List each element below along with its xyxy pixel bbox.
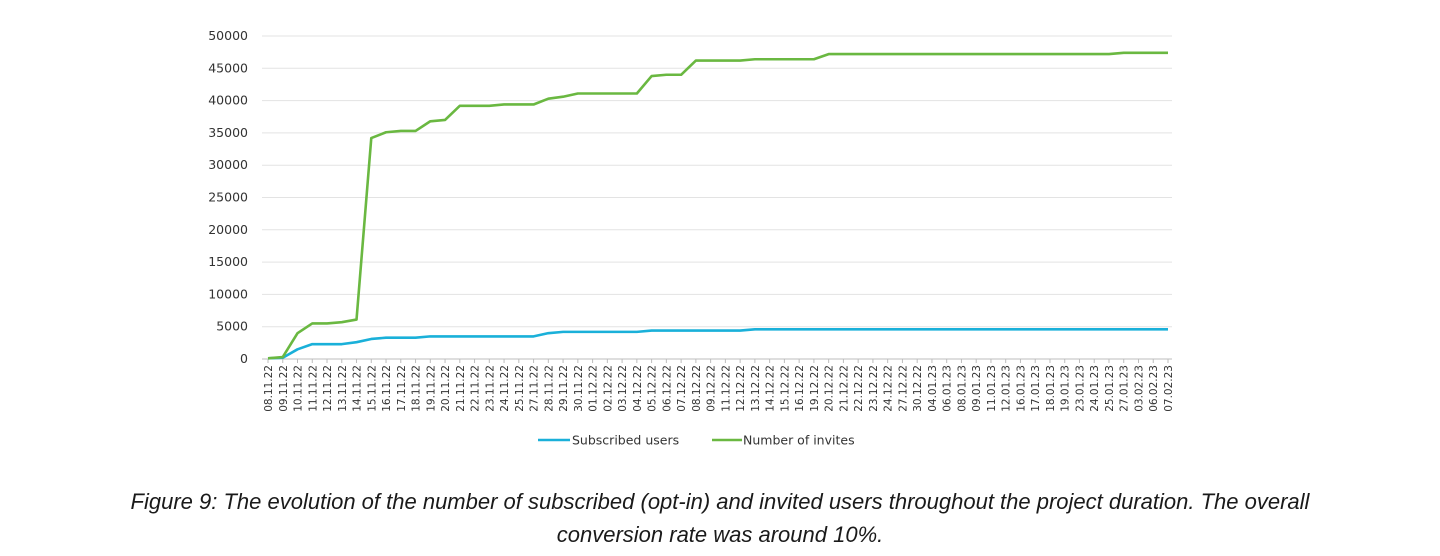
x-tick-label: 27.11.22 xyxy=(529,365,541,412)
x-tick-label: 15.11.22 xyxy=(366,365,378,412)
x-tick-label: 02.12.22 xyxy=(602,365,614,412)
x-tick-label: 24.01.23 xyxy=(1089,365,1101,412)
x-tick-label: 11.01.23 xyxy=(986,365,998,412)
x-tick-label: 05.12.22 xyxy=(647,365,659,412)
x-tick-label: 14.12.22 xyxy=(765,365,777,412)
x-tick-label: 12.12.22 xyxy=(735,365,747,412)
x-tick-label: 16.11.22 xyxy=(381,365,393,412)
x-tick-label: 10.11.22 xyxy=(293,365,305,412)
x-tick-label: 30.12.22 xyxy=(912,365,924,412)
caption-line-1: Figure 9: The evolution of the number of… xyxy=(130,489,1310,514)
x-tick-label: 22.11.22 xyxy=(470,365,482,412)
x-tick-label: 27.01.23 xyxy=(1119,365,1131,412)
x-tick-label: 29.11.22 xyxy=(558,365,570,412)
x-tick-label: 17.01.23 xyxy=(1030,365,1042,412)
x-tick-label: 25.11.22 xyxy=(514,365,526,412)
x-tick-label: 04.12.22 xyxy=(632,365,644,412)
x-tick-label: 23.11.22 xyxy=(484,365,496,412)
x-tick-label: 06.01.23 xyxy=(942,365,954,412)
y-tick-label: 5000 xyxy=(216,319,248,334)
x-tick-label: 25.01.23 xyxy=(1104,365,1116,412)
x-tick-label: 13.12.22 xyxy=(750,365,762,412)
legend-label: Subscribed users xyxy=(572,433,679,448)
x-tick-label: 20.12.22 xyxy=(824,365,836,412)
x-tick-label: 12.01.23 xyxy=(1001,365,1013,412)
x-tick-label: 20.11.22 xyxy=(440,365,452,412)
x-tick-label: 06.02.23 xyxy=(1148,365,1160,412)
x-tick-label: 03.02.23 xyxy=(1133,365,1145,412)
y-tick-label: 0 xyxy=(240,351,248,366)
caption-line-2: conversion rate was around 10%. xyxy=(556,522,884,547)
x-tick-label: 19.11.22 xyxy=(425,365,437,412)
y-tick-label: 40000 xyxy=(208,93,248,108)
y-tick-label: 25000 xyxy=(208,190,248,205)
x-tick-label: 07.02.23 xyxy=(1163,365,1175,412)
x-tick-label: 15.12.22 xyxy=(779,365,791,412)
x-tick-label: 03.12.22 xyxy=(617,365,629,412)
x-tick-label: 19.12.22 xyxy=(809,365,821,412)
legend-label: Number of invites xyxy=(743,433,855,448)
x-tick-label: 19.01.23 xyxy=(1060,365,1072,412)
x-tick-label: 13.11.22 xyxy=(337,365,349,412)
x-tick-label: 23.12.22 xyxy=(868,365,880,412)
x-tick-label: 09.12.22 xyxy=(706,365,718,412)
figure-caption: Figure 9: The evolution of the number of… xyxy=(20,485,1420,551)
y-axis-tick-labels: 0 5000 10000 15000 20000 25000 30000 35000 40000… xyxy=(208,28,248,366)
x-tick-label: 30.11.22 xyxy=(573,365,585,412)
x-tick-label: 18.01.23 xyxy=(1045,365,1057,412)
x-tick-label: 04.01.23 xyxy=(927,365,939,412)
x-tick-label: 01.12.22 xyxy=(588,365,600,412)
y-tick-label: 45000 xyxy=(208,60,248,75)
series-lines xyxy=(267,51,1168,360)
x-tick-label: 11.12.22 xyxy=(720,365,732,412)
x-tick-label: 24.11.22 xyxy=(499,365,511,412)
y-tick-label: 20000 xyxy=(208,222,248,237)
series-line-subscribed-users xyxy=(267,327,1168,360)
x-axis-tick-labels: 08.11.22 09.11.22 10.11.22 11.11.22 12.11.22… xyxy=(263,359,1175,412)
x-tick-label: 17.11.22 xyxy=(396,365,408,412)
x-tick-label: 16.12.22 xyxy=(794,365,806,412)
x-tick-label: 06.12.22 xyxy=(661,365,673,412)
x-tick-label: 09.11.22 xyxy=(278,365,290,412)
x-tick-label: 08.01.23 xyxy=(956,365,968,412)
x-tick-label: 14.11.22 xyxy=(352,365,364,412)
x-tick-label: 08.12.22 xyxy=(691,365,703,412)
x-tick-label: 21.12.22 xyxy=(838,365,850,412)
legend: Subscribed users Number of invites xyxy=(538,433,855,448)
x-tick-label: 28.11.22 xyxy=(543,365,555,412)
x-tick-label: 21.11.22 xyxy=(455,365,467,412)
x-tick-label: 27.12.22 xyxy=(897,365,909,412)
line-chart: 0 5000 10000 15000 20000 25000 30000 35000 40000… xyxy=(208,28,1175,448)
x-tick-label: 09.01.23 xyxy=(971,365,983,412)
series-line-number-of-invites xyxy=(267,51,1168,360)
y-tick-label: 10000 xyxy=(208,286,248,301)
x-tick-label: 22.12.22 xyxy=(853,365,865,412)
x-tick-label: 11.11.22 xyxy=(307,365,319,412)
x-tick-label: 08.11.22 xyxy=(263,365,275,412)
x-tick-label: 18.11.22 xyxy=(411,365,423,412)
y-tick-label: 50000 xyxy=(208,28,248,43)
x-tick-label: 23.01.23 xyxy=(1074,365,1086,412)
y-tick-label: 15000 xyxy=(208,254,248,269)
x-tick-label: 07.12.22 xyxy=(676,365,688,412)
y-tick-label: 30000 xyxy=(208,157,248,172)
gridlines xyxy=(262,35,1172,360)
x-tick-label: 16.01.23 xyxy=(1015,365,1027,412)
x-tick-label: 24.12.22 xyxy=(883,365,895,412)
x-tick-label: 12.11.22 xyxy=(322,365,334,412)
y-tick-label: 35000 xyxy=(208,125,248,140)
